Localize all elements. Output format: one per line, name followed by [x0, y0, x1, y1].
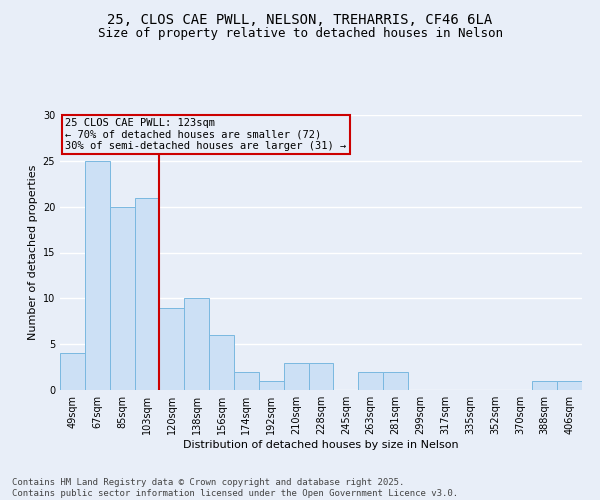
Text: Size of property relative to detached houses in Nelson: Size of property relative to detached ho… — [97, 28, 503, 40]
Y-axis label: Number of detached properties: Number of detached properties — [28, 165, 38, 340]
Text: 25, CLOS CAE PWLL, NELSON, TREHARRIS, CF46 6LA: 25, CLOS CAE PWLL, NELSON, TREHARRIS, CF… — [107, 12, 493, 26]
Bar — [110, 206, 134, 390]
Bar — [383, 372, 408, 390]
Bar — [259, 381, 284, 390]
Bar — [234, 372, 259, 390]
Bar — [308, 362, 334, 390]
Bar — [184, 298, 209, 390]
Bar — [134, 198, 160, 390]
Bar — [557, 381, 582, 390]
Bar — [209, 335, 234, 390]
X-axis label: Distribution of detached houses by size in Nelson: Distribution of detached houses by size … — [183, 440, 459, 450]
Bar — [60, 354, 85, 390]
Bar — [358, 372, 383, 390]
Text: 25 CLOS CAE PWLL: 123sqm
← 70% of detached houses are smaller (72)
30% of semi-d: 25 CLOS CAE PWLL: 123sqm ← 70% of detach… — [65, 118, 346, 151]
Bar — [532, 381, 557, 390]
Text: Contains HM Land Registry data © Crown copyright and database right 2025.
Contai: Contains HM Land Registry data © Crown c… — [12, 478, 458, 498]
Bar — [160, 308, 184, 390]
Bar — [85, 161, 110, 390]
Bar — [284, 362, 308, 390]
